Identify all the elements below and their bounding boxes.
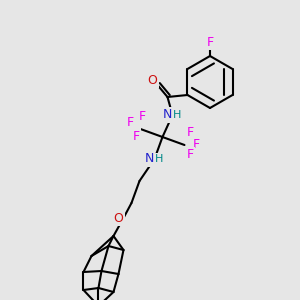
Text: F: F: [127, 116, 134, 130]
Text: H: H: [173, 110, 182, 120]
Text: F: F: [187, 127, 194, 140]
Text: F: F: [139, 110, 146, 122]
Text: O: O: [113, 212, 123, 224]
Text: F: F: [206, 35, 214, 49]
Text: F: F: [133, 130, 140, 142]
Text: N: N: [145, 152, 154, 166]
Text: H: H: [155, 154, 164, 164]
Text: N: N: [163, 109, 172, 122]
Text: F: F: [193, 137, 200, 151]
Text: O: O: [148, 74, 158, 86]
Text: F: F: [187, 148, 194, 161]
